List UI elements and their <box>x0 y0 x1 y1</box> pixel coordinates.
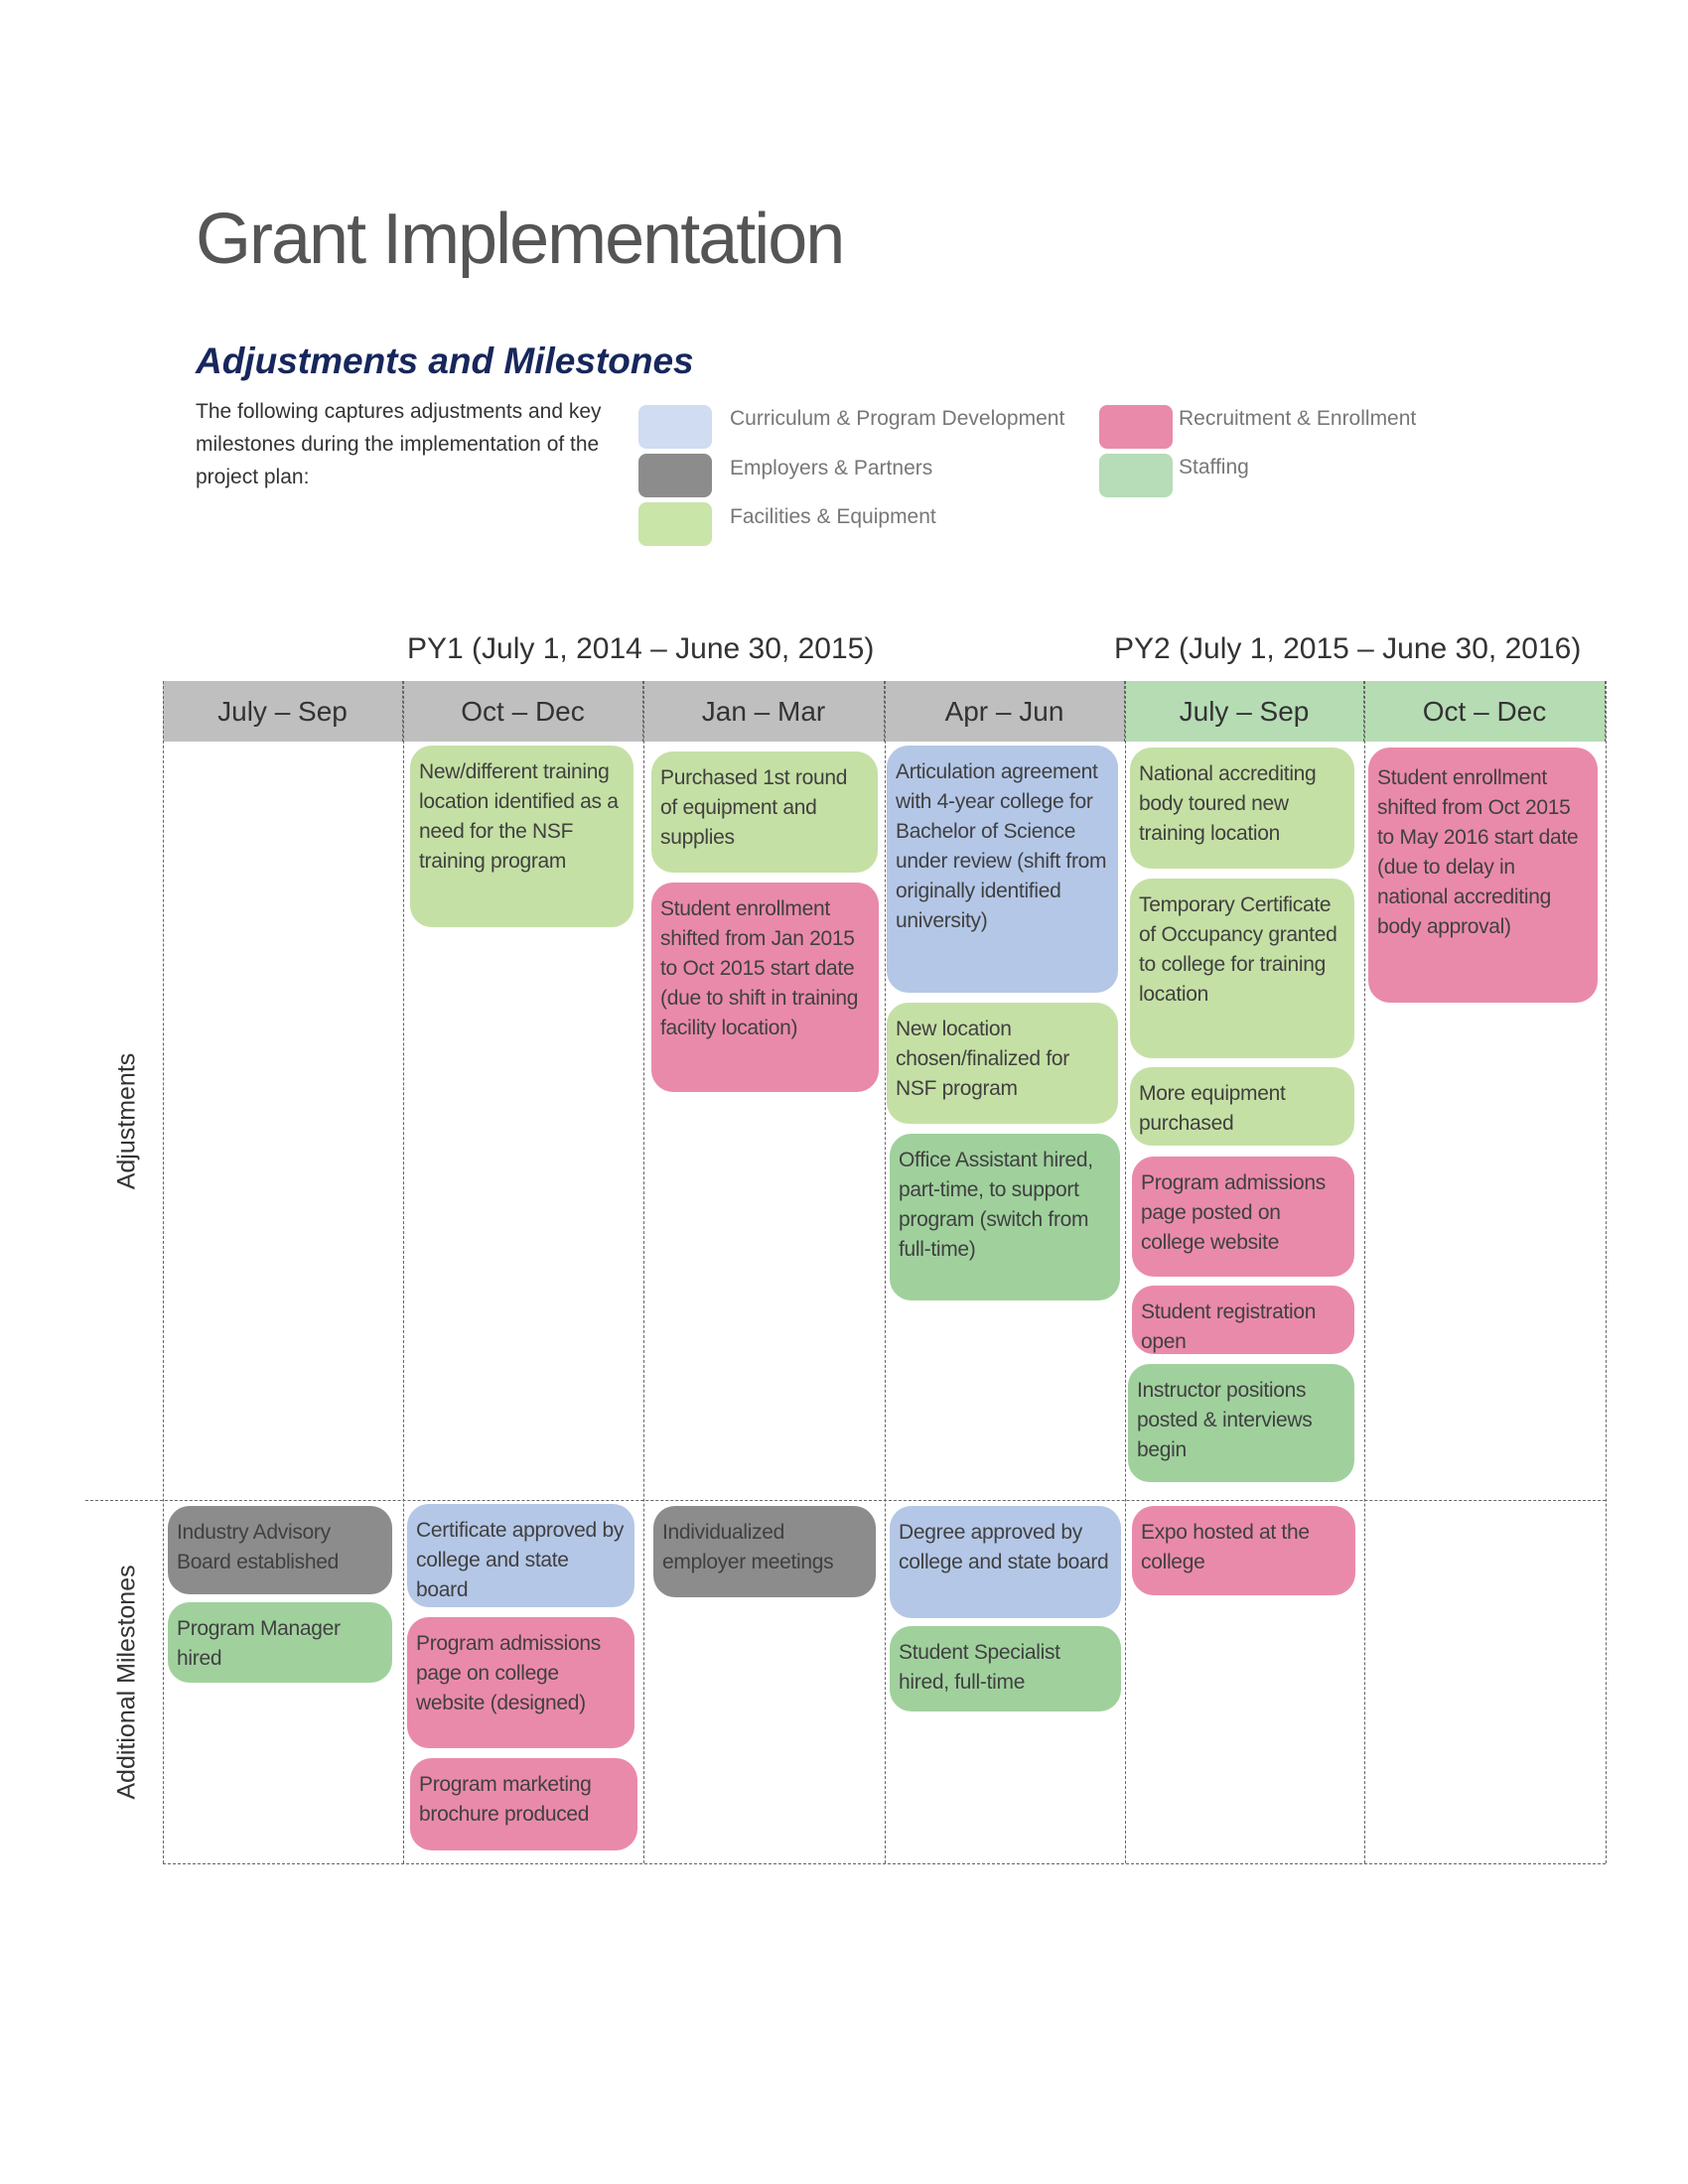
column-divider <box>885 681 886 1863</box>
intro-text: The following captures adjustments and k… <box>196 400 602 488</box>
milestones-card-recruitment: Expo hosted at the college <box>1132 1506 1355 1595</box>
section-subtitle: Adjustments and Milestones <box>196 341 694 381</box>
legend-label-facilities: Facilities & Equipment <box>730 505 936 528</box>
legend-swatch-recruitment <box>1099 405 1173 449</box>
row-divider <box>85 1500 1606 1501</box>
milestones-card-employers: Industry Advisory Board established <box>168 1506 392 1594</box>
column-header: Apr – Jun <box>885 681 1125 742</box>
column-header: Oct – Dec <box>403 681 643 742</box>
adjustments-card-facilities: Purchased 1st round of equipment and sup… <box>651 751 878 873</box>
adjustments-card-staffing: Instructor positions posted & interviews… <box>1128 1364 1354 1482</box>
milestones-card-staffing: Student Specialist hired, full-time <box>890 1626 1121 1711</box>
column-divider <box>1125 681 1126 1863</box>
legend-swatch-facilities <box>638 502 712 546</box>
column-header: July – Sep <box>163 681 403 742</box>
column-divider <box>1364 681 1365 1863</box>
legend-label-curriculum: Curriculum & Program Development <box>730 407 1065 430</box>
adjustments-card-recruitment: Student enrollment shifted from Jan 2015… <box>651 883 879 1092</box>
column-divider <box>403 681 404 1863</box>
adjustments-card-facilities: Temporary Certificate of Occupancy grant… <box>1130 879 1354 1058</box>
row-label-adjustments: Adjustments <box>112 1052 141 1190</box>
period-py2: PY2 (July 1, 2015 – June 30, 2016) <box>1114 632 1582 665</box>
adjustments-card-recruitment: Program admissions page posted on colleg… <box>1132 1157 1354 1277</box>
adjustments-card-staffing: Office Assistant hired, part-time, to su… <box>890 1134 1120 1300</box>
column-divider <box>1606 681 1607 1863</box>
adjustments-card-facilities: More equipment purchased <box>1130 1067 1354 1146</box>
legend-swatch-staffing <box>1099 454 1173 497</box>
legend-label-recruitment: Recruitment & Enrollment <box>1179 407 1417 430</box>
period-py1: PY1 (July 1, 2014 – June 30, 2015) <box>407 632 875 665</box>
adjustments-card-recruitment: Student registration open <box>1132 1286 1354 1354</box>
milestones-card-curriculum: Degree approved by college and state boa… <box>890 1506 1121 1618</box>
milestones-card-recruitment: Program marketing brochure produced <box>410 1758 637 1850</box>
adjustments-card-facilities: New location chosen/finalized for NSF pr… <box>887 1003 1118 1124</box>
legend-label-employers: Employers & Partners <box>730 457 933 479</box>
adjustments-card-recruitment: Student enrollment shifted from Oct 2015… <box>1368 748 1598 1003</box>
legend-swatch-employers <box>638 454 712 497</box>
page-title: Grant Implementation <box>196 200 845 279</box>
adjustments-card-facilities: National accrediting body toured new tra… <box>1130 748 1354 869</box>
row-label-milestones: Additional Milestones <box>112 1565 141 1800</box>
column-header: Oct – Dec <box>1364 681 1606 742</box>
legend-label-staffing: Staffing <box>1179 456 1249 478</box>
row-divider <box>163 1863 1606 1864</box>
adjustments-card-facilities: New/different training location identifi… <box>410 746 633 927</box>
milestones-card-employers: Individualized employer meetings <box>653 1506 876 1597</box>
column-divider <box>643 681 644 1863</box>
milestones-card-recruitment: Program admissions page on college websi… <box>407 1617 634 1748</box>
column-header: Jan – Mar <box>643 681 885 742</box>
milestones-card-curriculum: Certificate approved by college and stat… <box>407 1504 634 1607</box>
adjustments-card-curriculum: Articulation agreement with 4-year colle… <box>887 746 1118 993</box>
column-divider <box>163 681 164 1863</box>
column-header: July – Sep <box>1125 681 1364 742</box>
milestones-card-staffing: Program Manager hired <box>168 1602 392 1683</box>
legend-swatch-curriculum <box>638 405 712 449</box>
